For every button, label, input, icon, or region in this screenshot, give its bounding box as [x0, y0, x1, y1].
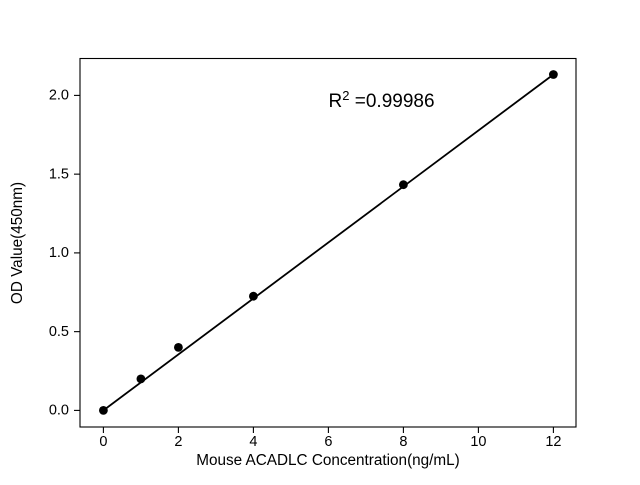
svg-text:R2 =0.99986: R2 =0.99986 — [329, 88, 435, 112]
svg-text:12: 12 — [545, 434, 561, 450]
svg-text:1.5: 1.5 — [49, 166, 69, 182]
svg-text:8: 8 — [399, 434, 407, 450]
svg-text:4: 4 — [249, 434, 257, 450]
svg-text:0: 0 — [99, 434, 107, 450]
svg-text:2: 2 — [174, 434, 182, 450]
svg-text:6: 6 — [324, 434, 332, 450]
svg-text:Mouse ACADLC Concentration(ng/: Mouse ACADLC Concentration(ng/mL) — [196, 452, 460, 469]
svg-text:0.0: 0.0 — [49, 403, 69, 419]
svg-text:2.0: 2.0 — [49, 88, 69, 104]
svg-text:10: 10 — [470, 434, 486, 450]
svg-text:OD Value(450nm): OD Value(450nm) — [9, 182, 26, 304]
svg-text:1.0: 1.0 — [49, 245, 69, 261]
svg-text:0.5: 0.5 — [49, 324, 69, 340]
